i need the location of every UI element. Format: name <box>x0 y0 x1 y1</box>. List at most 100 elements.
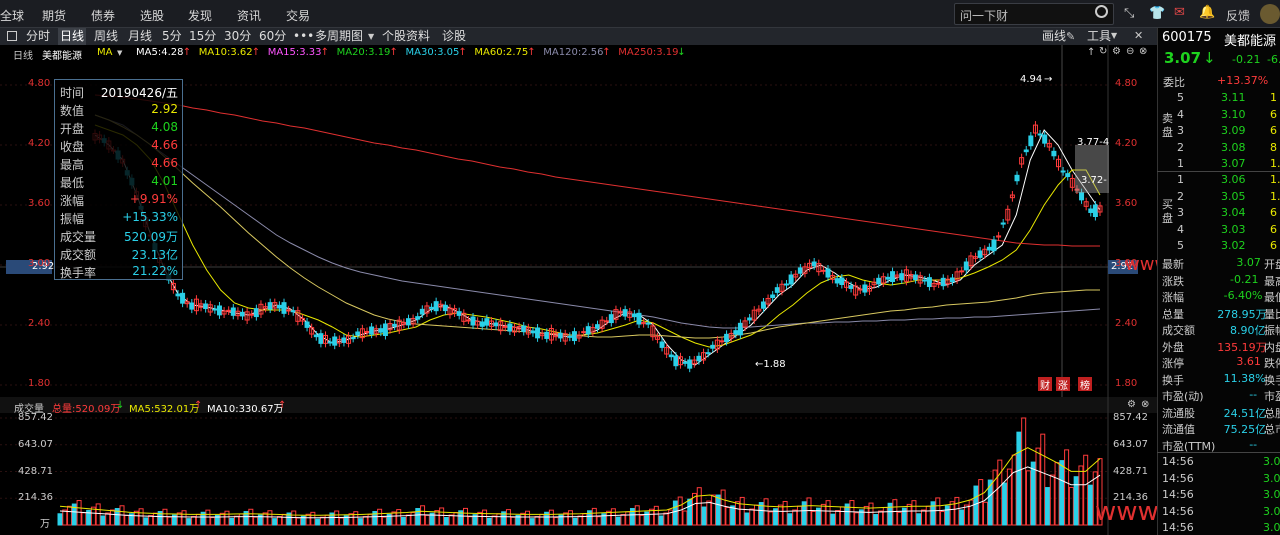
menu-faxian[interactable]: 发现 <box>188 9 213 23</box>
shirt-icon[interactable]: 👕 <box>1149 6 1166 21</box>
chevron-down-icon[interactable]: ▼ <box>368 32 375 41</box>
settings-icon[interactable]: ⚙ <box>1112 46 1121 57</box>
candle-body <box>189 302 195 310</box>
candle-body <box>636 312 642 325</box>
close-icon[interactable]: ⊗ <box>1139 46 1148 57</box>
badge-cai[interactable]: 财 <box>1038 377 1052 392</box>
tab-30fen[interactable]: 30分 <box>224 29 252 43</box>
tab-diagnose[interactable]: 诊股 <box>442 29 467 43</box>
candle-body <box>1014 174 1020 182</box>
search-input[interactable] <box>954 3 1114 25</box>
tab-yuexian[interactable]: 月线 <box>128 29 153 43</box>
volume-bar <box>200 511 206 526</box>
tab-60fen[interactable]: 60分 <box>259 29 287 43</box>
candle-body <box>350 337 356 340</box>
tab-15fen[interactable]: 15分 <box>189 29 217 43</box>
mail-icon[interactable]: ✉ <box>1174 5 1185 20</box>
refresh-icon[interactable]: ↻ <box>1099 46 1108 57</box>
buy-level-num: 4 <box>1177 222 1184 236</box>
volume-bar <box>534 516 540 526</box>
tab-multi-period[interactable]: 多周期图 <box>315 29 364 43</box>
volume-bar <box>501 511 507 526</box>
chevron-down-icon[interactable]: ▼ <box>1111 31 1118 40</box>
stat-label-2: 跌停 <box>1264 357 1280 370</box>
chevron-down-icon[interactable]: ▼ <box>117 49 123 57</box>
draw-line-button[interactable]: 画线 <box>1042 29 1067 43</box>
tab-rixian[interactable]: 日线 <box>58 28 87 45</box>
tools-button[interactable]: 工具 <box>1087 29 1112 43</box>
buy-level-price: 3.05 <box>1221 189 1246 203</box>
arrow-up-icon[interactable]: ↑ <box>1087 47 1096 58</box>
feedback-link[interactable]: 反馈 <box>1226 9 1251 23</box>
settings-icon[interactable]: ⚙ <box>1127 399 1136 410</box>
ma-selector[interactable]: MA <box>97 47 113 58</box>
menu-xuangu[interactable]: 选股 <box>140 9 165 23</box>
candle-body <box>986 246 992 251</box>
menu-jiaoyi[interactable]: 交易 <box>286 9 311 23</box>
candle-body <box>585 326 591 335</box>
stat-label: 市盈(动) <box>1162 390 1204 403</box>
avatar[interactable] <box>1260 4 1280 24</box>
y-axis-label-right: 2.40 <box>1115 318 1138 329</box>
menu-zhaiquan[interactable]: 债券 <box>91 9 116 23</box>
volume-bar <box>453 512 459 526</box>
candle-body <box>1083 201 1089 207</box>
y-axis-label-left: 3.60 <box>28 198 51 209</box>
selection-box[interactable] <box>1075 145 1109 193</box>
candle-body <box>1032 124 1038 134</box>
badge-zhang[interactable]: 涨 <box>1056 377 1070 392</box>
vol-y-label-right: 643.07 <box>1113 438 1148 450</box>
tab-5fen[interactable]: 5分 <box>162 29 182 43</box>
volume-bar <box>701 506 707 526</box>
volume-bar <box>286 512 292 526</box>
volume-bar <box>248 508 254 526</box>
close-icon[interactable]: ⊗ <box>1141 399 1150 410</box>
volume-bar <box>548 509 554 526</box>
bell-icon[interactable]: 🔔 <box>1199 5 1216 20</box>
minus-icon[interactable]: ⊖ <box>1126 46 1135 57</box>
stat-label: 总量 <box>1162 307 1184 321</box>
volume-bar <box>587 510 593 526</box>
info-label: 成交量 <box>60 230 97 244</box>
more-button[interactable]: ••• <box>293 29 315 43</box>
volume-bar <box>796 505 802 526</box>
info-value: 20190426/五 <box>100 86 178 100</box>
panel-toggle-icon[interactable] <box>7 31 17 41</box>
volume-bar <box>367 513 373 526</box>
candle-body <box>788 274 794 285</box>
candle-body <box>876 277 882 285</box>
candle-body <box>774 287 780 293</box>
volume-bar <box>186 518 192 526</box>
volume-bar <box>625 511 631 526</box>
info-value: 4.01 <box>151 174 178 188</box>
menu-qihuo[interactable]: 期货 <box>42 9 67 23</box>
candle-body <box>429 306 435 309</box>
menu-quanqiu[interactable]: 全球 <box>0 9 25 23</box>
volume-chart[interactable] <box>0 397 1157 535</box>
pencil-icon[interactable]: ✎ <box>1066 30 1076 43</box>
search-icon[interactable] <box>1095 5 1108 18</box>
stat-label-2: 市盈 <box>1264 390 1280 403</box>
candle-body <box>949 277 955 283</box>
candle-body <box>493 322 499 327</box>
candle-body <box>903 269 909 282</box>
volume-bar <box>706 500 712 526</box>
candle-body <box>567 335 573 338</box>
tab-zhouxian[interactable]: 周线 <box>94 29 119 43</box>
tab-stock-info[interactable]: 个股资料 <box>382 29 431 43</box>
volume-bar <box>358 518 364 526</box>
shrink-icon[interactable]: ⤡ <box>1124 6 1135 21</box>
volume-bar <box>1006 468 1012 526</box>
volume-bar <box>610 508 616 526</box>
tab-fenshi[interactable]: 分时 <box>26 29 51 43</box>
cursor-price-left <box>6 260 52 274</box>
volume-bar <box>86 509 92 526</box>
volume-bar <box>362 516 368 526</box>
candle-body <box>290 310 296 313</box>
badge-bang[interactable]: 榜 <box>1078 377 1092 392</box>
close-icon[interactable]: ✕ <box>1134 29 1144 42</box>
volume-bar <box>214 514 220 526</box>
kline-chart[interactable] <box>0 45 1157 397</box>
menu-zixun[interactable]: 资讯 <box>237 9 262 23</box>
vol-y-label-left: 428.71 <box>18 465 53 477</box>
